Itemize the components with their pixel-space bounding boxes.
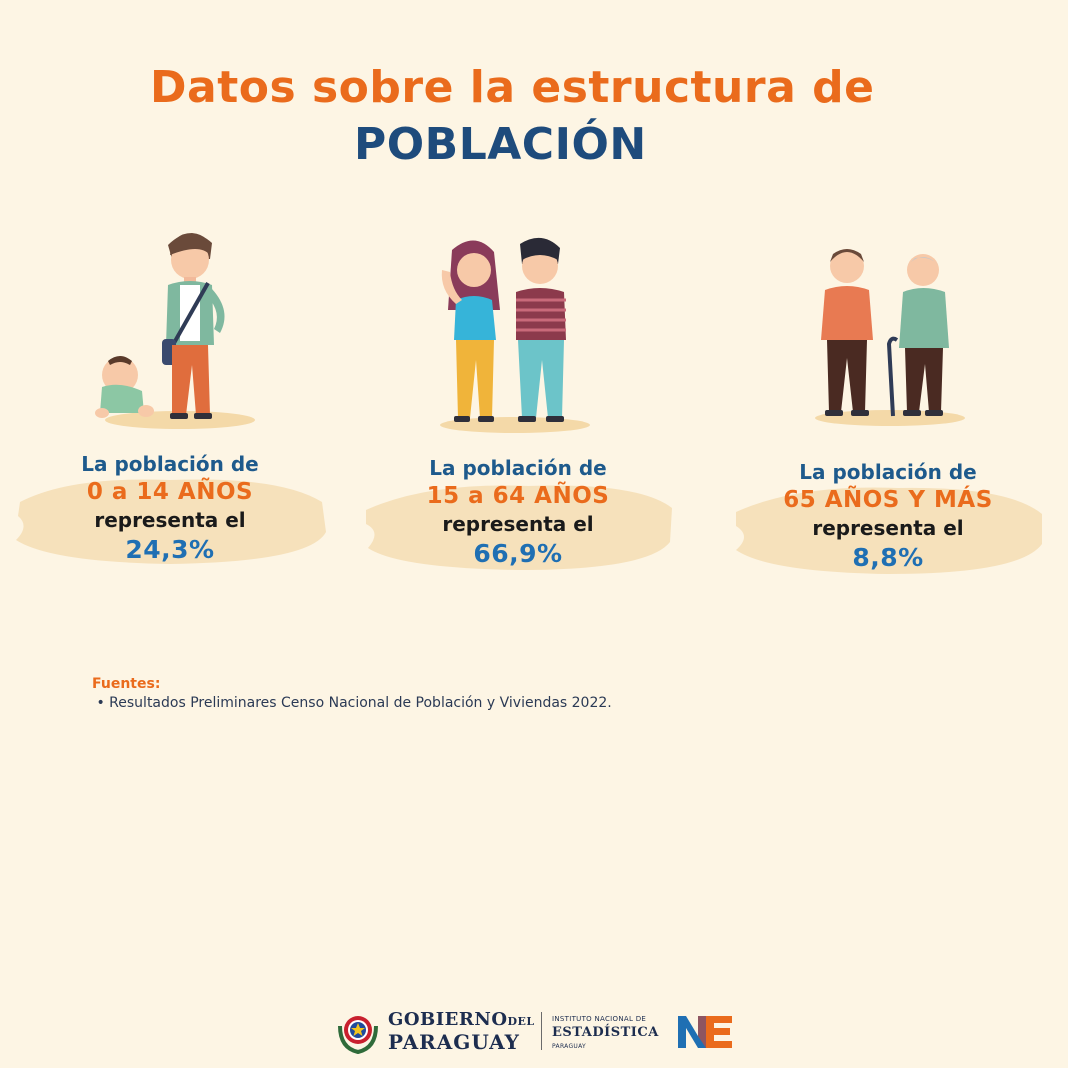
- page-title: Datos sobre la estructura de: [150, 62, 875, 113]
- children-illustration: [95, 233, 255, 429]
- gov-line1: GOBIERNO: [388, 1009, 508, 1030]
- stat-intro: La población de: [799, 460, 977, 484]
- ine-line3: PARAGUAY: [552, 1043, 587, 1050]
- stat-group-65-plus: La población de 65 AÑOS Y MÁS representa…: [728, 460, 1048, 574]
- logo-divider: [541, 1012, 542, 1050]
- stat-age-range: 65 AÑOS Y MÁS: [783, 487, 993, 513]
- bullet: •: [92, 695, 110, 711]
- stat-group-0-14: La población de 0 a 14 AÑOS representa e…: [10, 452, 330, 564]
- stat-represents: representa el: [94, 508, 246, 532]
- government-seal-icon: [338, 1016, 378, 1055]
- ine-logo-text: INSTITUTO NACIONAL DE ESTADÍSTICA PARAGU…: [552, 1014, 659, 1052]
- stat-intro: La población de: [429, 456, 607, 480]
- stat-age-range: 0 a 14 AÑOS: [86, 479, 254, 505]
- stat-percent: 24,3%: [125, 535, 215, 564]
- stat-percent: 8,8%: [852, 543, 924, 572]
- stat-percent: 66,9%: [473, 539, 563, 568]
- stat-age-range: 15 a 64 AÑOS: [426, 483, 610, 509]
- adults-illustration: [440, 237, 590, 433]
- stat-intro: La población de: [81, 452, 259, 476]
- sources-title: Fuentes:: [92, 676, 161, 692]
- gov-small: DEL: [507, 1015, 535, 1028]
- stat-represents: representa el: [442, 512, 594, 536]
- footer-logos: GOBIERNODEL PARAGUAY INSTITUTO NACIONAL …: [334, 1008, 744, 1056]
- brush-stroke-bg: [366, 485, 672, 570]
- elderly-illustration: [815, 249, 965, 426]
- stat-group-15-64: La población de 15 a 64 AÑOS representa …: [358, 456, 678, 570]
- page-title-emphasis: POBLACIÓN: [354, 119, 647, 170]
- ine-line2: ESTADÍSTICA: [552, 1025, 659, 1040]
- stat-represents: representa el: [812, 516, 964, 540]
- gov-line2: PARAGUAY: [388, 1030, 520, 1054]
- sources-item-text: Resultados Preliminares Censo Nacional d…: [109, 695, 612, 711]
- sources-item: • Resultados Preliminares Censo Nacional…: [92, 695, 612, 711]
- brush-stroke-bg: [736, 487, 1042, 574]
- ine-line1: INSTITUTO NACIONAL DE: [552, 1015, 647, 1023]
- brush-stroke-bg: [16, 479, 326, 564]
- government-logo-text: GOBIERNODEL PARAGUAY: [388, 1009, 535, 1054]
- ine-logo-icon: [678, 1016, 732, 1048]
- sources-section: Fuentes: • Resultados Preliminares Censo…: [92, 676, 612, 711]
